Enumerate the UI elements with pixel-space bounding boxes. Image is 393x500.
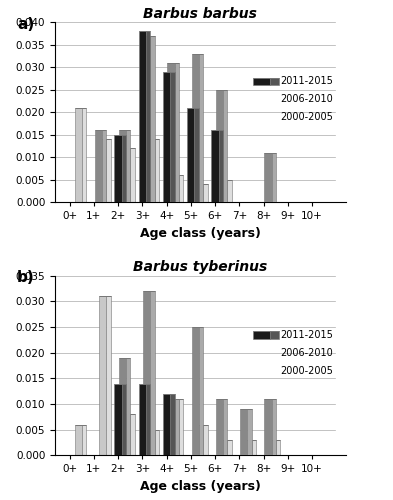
Text: 2011-2015: 2011-2015	[280, 330, 333, 340]
Polygon shape	[139, 31, 146, 202]
Polygon shape	[130, 414, 135, 456]
Polygon shape	[122, 384, 126, 456]
Polygon shape	[270, 78, 279, 85]
Polygon shape	[151, 291, 155, 456]
Polygon shape	[196, 424, 203, 456]
Polygon shape	[99, 139, 106, 202]
Polygon shape	[203, 424, 208, 456]
Polygon shape	[146, 384, 151, 456]
Polygon shape	[130, 148, 135, 202]
Polygon shape	[147, 139, 155, 202]
Polygon shape	[199, 327, 203, 456]
Polygon shape	[196, 184, 203, 202]
Polygon shape	[187, 108, 195, 202]
Polygon shape	[75, 108, 82, 202]
Polygon shape	[163, 72, 170, 202]
Polygon shape	[174, 62, 179, 202]
Polygon shape	[170, 72, 174, 202]
Text: 2011-2015: 2011-2015	[280, 76, 333, 86]
X-axis label: Age class (years): Age class (years)	[140, 480, 261, 493]
Title: Barbus tyberinus: Barbus tyberinus	[133, 260, 268, 274]
Polygon shape	[122, 134, 126, 202]
Polygon shape	[167, 399, 174, 456]
Polygon shape	[247, 409, 252, 456]
Polygon shape	[252, 440, 256, 456]
Polygon shape	[151, 36, 155, 202]
Polygon shape	[191, 327, 199, 456]
Polygon shape	[264, 152, 272, 202]
Polygon shape	[143, 36, 151, 202]
Polygon shape	[223, 90, 228, 202]
Polygon shape	[167, 62, 174, 202]
Polygon shape	[244, 440, 252, 456]
Text: b): b)	[17, 270, 35, 285]
Polygon shape	[216, 90, 223, 202]
Polygon shape	[114, 134, 122, 202]
Polygon shape	[155, 139, 159, 202]
Polygon shape	[228, 440, 232, 456]
Polygon shape	[95, 130, 102, 202]
Polygon shape	[106, 296, 110, 456]
Polygon shape	[191, 54, 199, 202]
Polygon shape	[272, 399, 276, 456]
X-axis label: Age class (years): Age class (years)	[140, 226, 261, 239]
Polygon shape	[216, 399, 223, 456]
Text: a): a)	[17, 16, 35, 32]
Polygon shape	[75, 424, 82, 456]
Polygon shape	[82, 108, 86, 202]
Polygon shape	[195, 108, 199, 202]
Polygon shape	[146, 31, 151, 202]
Polygon shape	[220, 440, 228, 456]
Polygon shape	[106, 139, 110, 202]
Polygon shape	[114, 384, 122, 456]
Polygon shape	[253, 78, 270, 85]
Title: Barbus barbus: Barbus barbus	[143, 7, 257, 21]
Polygon shape	[126, 358, 130, 456]
Polygon shape	[82, 424, 86, 456]
Polygon shape	[155, 430, 159, 456]
Polygon shape	[219, 130, 223, 202]
Polygon shape	[223, 399, 228, 456]
Polygon shape	[119, 358, 126, 456]
Polygon shape	[126, 130, 130, 202]
Polygon shape	[102, 130, 106, 202]
Polygon shape	[139, 384, 146, 456]
Polygon shape	[147, 430, 155, 456]
Text: 2000-2005: 2000-2005	[280, 366, 333, 376]
Polygon shape	[203, 184, 208, 202]
Polygon shape	[143, 291, 151, 456]
Polygon shape	[199, 54, 203, 202]
Polygon shape	[270, 332, 279, 338]
Polygon shape	[172, 175, 179, 202]
Polygon shape	[276, 440, 280, 456]
Text: 2000-2005: 2000-2005	[280, 112, 333, 122]
Polygon shape	[264, 399, 272, 456]
Polygon shape	[272, 152, 276, 202]
Polygon shape	[211, 130, 219, 202]
Polygon shape	[179, 175, 183, 202]
Polygon shape	[228, 180, 232, 202]
Polygon shape	[174, 399, 179, 456]
Text: 2006-2010: 2006-2010	[280, 94, 333, 104]
Polygon shape	[163, 394, 170, 456]
Polygon shape	[172, 399, 179, 456]
Polygon shape	[253, 332, 270, 338]
Polygon shape	[170, 394, 174, 456]
Polygon shape	[269, 440, 276, 456]
Polygon shape	[119, 130, 126, 202]
Polygon shape	[123, 414, 130, 456]
Text: 2006-2010: 2006-2010	[280, 348, 333, 358]
Polygon shape	[179, 399, 183, 456]
Polygon shape	[220, 180, 228, 202]
Polygon shape	[123, 148, 130, 202]
Polygon shape	[240, 409, 247, 456]
Polygon shape	[99, 296, 106, 456]
